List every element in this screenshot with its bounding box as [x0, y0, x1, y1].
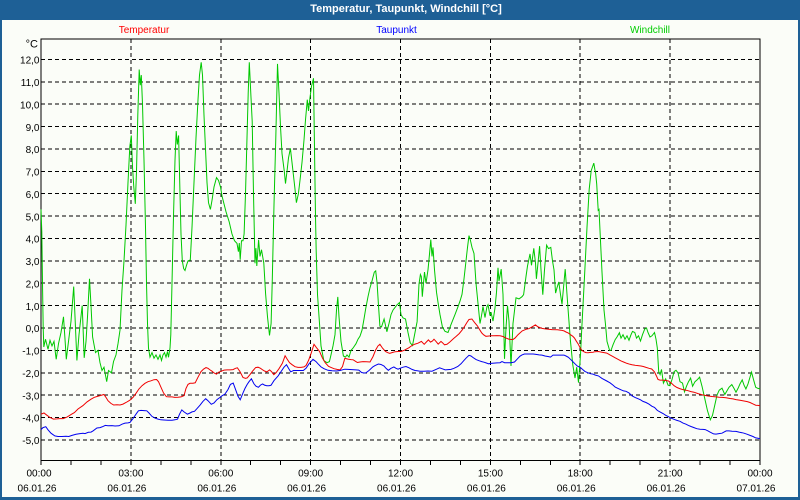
svg-text:06.01.26: 06.01.26 [467, 484, 506, 495]
svg-text:18:00: 18:00 [568, 469, 593, 480]
svg-text:6,0: 6,0 [26, 190, 40, 201]
svg-text:Windchill: Windchill [630, 25, 670, 36]
svg-text:10,0: 10,0 [20, 100, 40, 111]
svg-text:9,0: 9,0 [26, 123, 40, 134]
svg-text:00:00: 00:00 [26, 469, 51, 480]
svg-text:2,0: 2,0 [26, 279, 40, 290]
svg-text:21:00: 21:00 [658, 469, 683, 480]
svg-text:-5,0: -5,0 [22, 436, 40, 447]
svg-text:06.01.26: 06.01.26 [557, 484, 596, 495]
svg-text:03:00: 03:00 [118, 469, 143, 480]
svg-text:°C: °C [26, 39, 38, 51]
svg-text:06.01.26: 06.01.26 [197, 484, 236, 495]
svg-text:-1,0: -1,0 [22, 347, 40, 358]
svg-text:-2,0: -2,0 [22, 369, 40, 380]
svg-text:3,0: 3,0 [26, 257, 40, 268]
svg-text:11,0: 11,0 [21, 78, 40, 89]
svg-text:8,0: 8,0 [26, 145, 40, 156]
svg-text:4,0: 4,0 [26, 235, 40, 246]
svg-text:1,0: 1,0 [26, 302, 40, 313]
svg-text:00:00: 00:00 [747, 469, 772, 480]
svg-text:06.01.26: 06.01.26 [18, 484, 57, 495]
svg-text:12,0: 12,0 [20, 56, 40, 67]
svg-text:07.01.26: 07.01.26 [737, 484, 776, 495]
svg-text:06.01.26: 06.01.26 [287, 484, 326, 495]
svg-text:-3,0: -3,0 [22, 391, 40, 402]
svg-text:Taupunkt: Taupunkt [376, 25, 417, 36]
svg-text:Temperatur: Temperatur [119, 25, 170, 36]
svg-text:06.01.26: 06.01.26 [107, 484, 146, 495]
svg-text:7,0: 7,0 [26, 168, 40, 179]
svg-text:Temperatur, Taupunkt, Windchil: Temperatur, Taupunkt, Windchill [°C] [310, 3, 502, 15]
svg-text:06.01.26: 06.01.26 [377, 484, 416, 495]
svg-text:06:00: 06:00 [208, 469, 233, 480]
svg-text:-4,0: -4,0 [22, 414, 40, 425]
svg-text:09:00: 09:00 [298, 469, 323, 480]
svg-text:06.01.26: 06.01.26 [647, 484, 686, 495]
svg-text:15:00: 15:00 [478, 469, 503, 480]
svg-text:5,0: 5,0 [26, 212, 40, 223]
svg-text:12:00: 12:00 [388, 469, 413, 480]
svg-text:0,0: 0,0 [26, 324, 40, 335]
